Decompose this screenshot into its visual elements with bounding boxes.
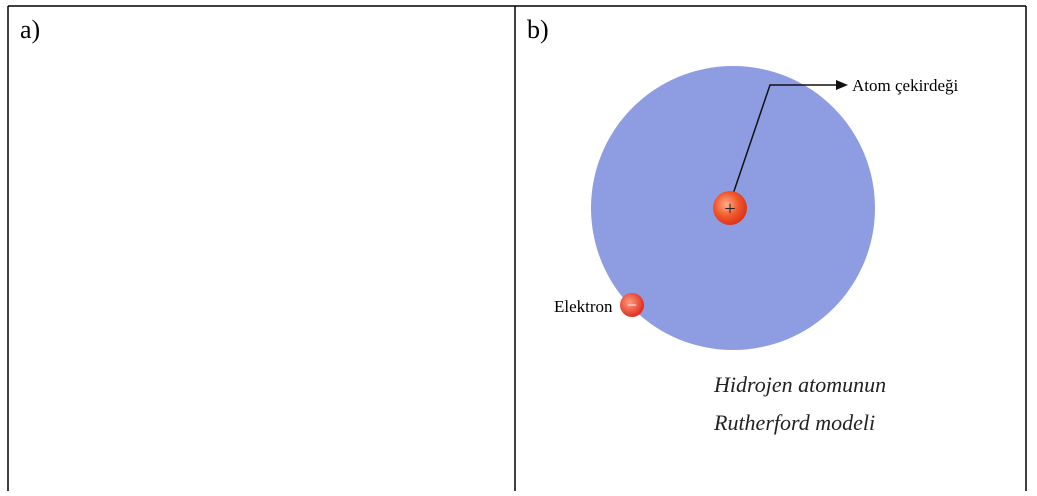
page: a) b) Atom çekirdeği + − Elektron Hidroj…: [0, 0, 1037, 491]
cell-label: b): [527, 15, 549, 44]
document: a) b) Atom çekirdeği + − Elektron Hidroj…: [0, 0, 1037, 491]
electron-sign: −: [627, 295, 637, 315]
arrow-head: [836, 80, 848, 90]
caption-line: Hidrojen atomunun: [713, 372, 886, 397]
cell-label: a): [20, 15, 40, 44]
electron-label: Elektron: [554, 297, 613, 316]
atom-diagram: Atom çekirdeği + − Elektron Hidrojen ato…: [554, 66, 958, 435]
nucleus-label: Atom çekirdeği: [852, 76, 958, 95]
nucleus-sign: +: [724, 198, 735, 220]
caption-line: Rutherford modeli: [713, 410, 875, 435]
